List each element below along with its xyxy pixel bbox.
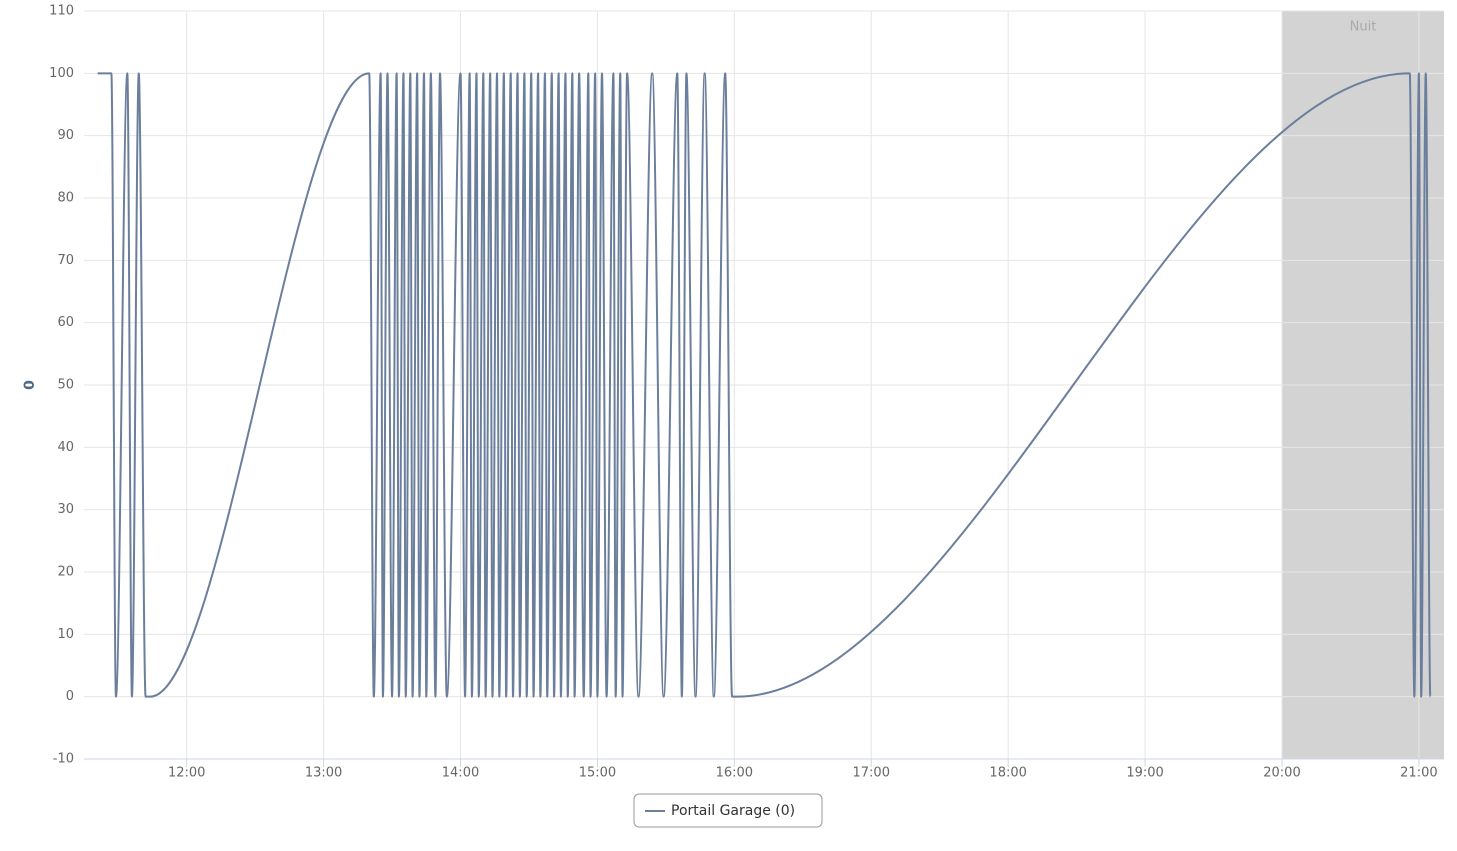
y-tick-label: 100	[49, 66, 74, 81]
legend-box	[633, 793, 823, 828]
legend-label[interactable]: Portail Garage (0)	[671, 803, 795, 819]
x-tick-label: 21:00	[1400, 766, 1437, 781]
x-tick-label: 15:00	[579, 766, 616, 781]
y-tick-label: 110	[49, 4, 74, 19]
y-axis-title: 0	[22, 380, 38, 390]
y-tick-label: 10	[57, 627, 74, 642]
x-tick-label: 20:00	[1263, 766, 1300, 781]
x-tick-label: 19:00	[1126, 766, 1163, 781]
x-tick-label: 16:00	[716, 766, 753, 781]
grid-layer	[84, 10, 1444, 767]
y-tick-label: 50	[57, 378, 74, 393]
y-tick-label: 70	[57, 253, 74, 268]
x-tick-label: 12:00	[168, 766, 205, 781]
y-tick-label: 80	[57, 191, 74, 206]
y-tick-label: 90	[57, 128, 74, 143]
line-layer	[97, 72, 1432, 698]
x-tick-label: 14:00	[442, 766, 479, 781]
y-tick-label: -10	[53, 752, 74, 767]
x-tick-label: 13:00	[305, 766, 342, 781]
series-line	[97, 72, 1432, 698]
y-tick-label: 0	[66, 689, 74, 704]
y-tick-label: 40	[57, 440, 74, 455]
y-tick-label: 30	[57, 502, 74, 517]
x-tick-label: 18:00	[989, 766, 1026, 781]
plot-band-label: Nuit	[1350, 20, 1377, 35]
y-tick-label: 60	[57, 315, 74, 330]
x-tick-label: 17:00	[853, 766, 890, 781]
y-tick-label: 20	[57, 565, 74, 580]
